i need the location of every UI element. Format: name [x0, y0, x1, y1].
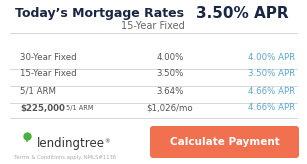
Text: 4.66% APR: 4.66% APR	[248, 103, 295, 113]
Text: 3.64%: 3.64%	[156, 86, 184, 95]
Text: 5/1 ARM: 5/1 ARM	[20, 86, 56, 95]
Text: Calculate Payment: Calculate Payment	[170, 137, 279, 147]
Text: 15-Year Fixed: 15-Year Fixed	[121, 21, 185, 31]
FancyBboxPatch shape	[150, 126, 299, 158]
Text: 3.50% APR: 3.50% APR	[196, 6, 289, 20]
Text: Today’s Mortgage Rates: Today’s Mortgage Rates	[15, 7, 184, 20]
Text: 15-Year Fixed: 15-Year Fixed	[20, 70, 77, 79]
Text: $1,026/mo: $1,026/mo	[147, 103, 193, 113]
Text: $225,000: $225,000	[20, 103, 65, 113]
Text: 30-Year Fixed: 30-Year Fixed	[20, 52, 77, 62]
Text: 5/1 ARM: 5/1 ARM	[66, 105, 94, 111]
Text: 4.66% APR: 4.66% APR	[248, 86, 295, 95]
Text: 3.50% APR: 3.50% APR	[248, 70, 295, 79]
Text: 3.50%: 3.50%	[156, 70, 184, 79]
Text: 4.00%: 4.00%	[156, 52, 184, 62]
Text: Terms & Conditions apply. NMLS#1136: Terms & Conditions apply. NMLS#1136	[14, 154, 116, 160]
Text: ®: ®	[104, 140, 110, 144]
Text: 4.00% APR: 4.00% APR	[248, 52, 295, 62]
Text: lendingtree: lendingtree	[37, 136, 105, 150]
